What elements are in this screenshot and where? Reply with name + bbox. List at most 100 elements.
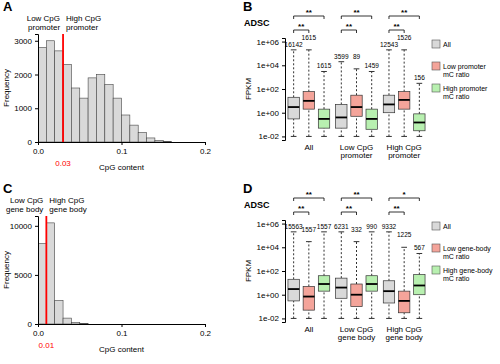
whisker-cap-high xyxy=(386,231,392,232)
box-body xyxy=(318,276,329,291)
whisker-cap-high xyxy=(369,231,375,232)
legend-label: All xyxy=(443,41,451,48)
y-axis-tick: 1e+02 xyxy=(257,267,285,276)
median xyxy=(383,290,394,292)
x-axis-tick-label: 0.1 xyxy=(116,329,128,338)
figure-svg: 0.00.10.20100020003000ACpG contentFreque… xyxy=(0,0,500,364)
whisker-high xyxy=(308,242,309,287)
median xyxy=(303,296,314,298)
box-body xyxy=(318,109,329,128)
whisker-high xyxy=(388,232,389,281)
box xyxy=(398,50,409,137)
count-label: 990 xyxy=(366,223,377,230)
whisker-cap-high xyxy=(354,68,360,69)
whisker-high xyxy=(324,71,325,109)
x-axis-title: CpG content xyxy=(99,163,145,172)
y-axis-tick-mark xyxy=(282,113,285,114)
x-axis: AllLow CpGgene bodyHigh CpGgene body xyxy=(304,322,422,342)
box-body xyxy=(303,286,314,310)
whisker-low xyxy=(293,119,294,137)
bar xyxy=(80,98,88,142)
whisker-cap-high xyxy=(321,231,327,232)
whisker-high xyxy=(371,71,372,109)
y-axis: 0100020003000 xyxy=(14,35,38,148)
y-axis-tick-mark xyxy=(282,295,285,296)
whisker-low xyxy=(356,307,357,319)
y-axis-tick-mark xyxy=(282,65,285,66)
median xyxy=(366,283,377,285)
count-label: 1526 xyxy=(397,34,412,41)
x-axis-tick-label: 0.2 xyxy=(200,147,212,156)
whisker-cap-low xyxy=(369,136,375,137)
whisker-cap-low xyxy=(354,136,360,137)
x-axis-tick-label: 0.0 xyxy=(33,147,45,156)
threshold-line xyxy=(62,34,64,142)
x-axis-tick-label: 0.1 xyxy=(116,147,128,156)
median xyxy=(318,283,329,285)
y-axis-tick: 1e+06 xyxy=(257,38,285,47)
bar xyxy=(155,140,163,142)
median xyxy=(414,285,425,287)
box-labels: 1556362319332155733212251557990567 xyxy=(285,223,426,252)
x-axis-tick: 0.1 xyxy=(116,142,128,156)
significance-label: ** xyxy=(393,22,400,31)
panel-letter: C xyxy=(3,181,13,196)
count-label: 15563 xyxy=(285,223,303,230)
box-body xyxy=(288,97,299,119)
bar xyxy=(38,243,46,324)
x-axis-tick-label: High CpGpromoter xyxy=(387,143,422,161)
significance-label: ** xyxy=(353,190,360,199)
box-body xyxy=(303,92,314,110)
bar xyxy=(63,318,71,324)
whisker-cap-low xyxy=(291,318,297,319)
x-axis-tick-mark xyxy=(122,142,123,145)
box-body xyxy=(351,284,362,307)
significance-label: ** xyxy=(306,8,313,17)
panel-letter: A xyxy=(3,0,13,14)
y-axis-tick-mark xyxy=(35,41,38,42)
median xyxy=(351,294,362,296)
legend-swatch xyxy=(432,222,440,230)
y-axis-tick-label: 1e+02 xyxy=(257,267,280,276)
bar xyxy=(80,323,88,324)
x-axis-tick: Low CpGpromoter xyxy=(340,140,373,160)
y-axis-tick: 1e-02 xyxy=(259,132,285,141)
box xyxy=(414,83,425,136)
legend: AllLow promotermC ratioHigh promotermC r… xyxy=(432,40,488,100)
bar xyxy=(88,78,96,142)
bar xyxy=(147,138,155,142)
y-axis-tick-mark xyxy=(35,275,38,276)
annotation: Low CpGgene body xyxy=(6,196,43,214)
whisker-cap-low xyxy=(306,136,312,137)
whisker-high xyxy=(388,50,389,95)
y-axis-tick-label: 5000 xyxy=(14,271,32,280)
whisker-cap-low xyxy=(386,318,392,319)
whisker-low xyxy=(356,116,357,136)
box xyxy=(351,69,362,137)
box xyxy=(288,232,299,319)
median xyxy=(336,287,347,289)
bar xyxy=(38,48,46,143)
chart-title: ADSC xyxy=(244,200,270,210)
bar xyxy=(55,300,63,324)
box-body xyxy=(383,281,394,303)
whisker-cap-low xyxy=(291,136,297,137)
median xyxy=(351,106,362,108)
whisker-cap-high xyxy=(338,231,344,232)
whisker-low xyxy=(419,131,420,137)
count-label: 567 xyxy=(414,244,425,251)
whisker-cap-high xyxy=(386,49,392,50)
y-axis-tick-label: 1e+00 xyxy=(257,109,280,118)
whisker-low xyxy=(404,313,405,319)
whisker-cap-low xyxy=(354,318,360,319)
x-axis-title: CpG content xyxy=(99,345,145,354)
whisker-low xyxy=(371,129,372,136)
threshold-label: 0.03 xyxy=(55,159,71,168)
y-axis-tick-mark xyxy=(282,89,285,90)
box xyxy=(383,50,394,137)
bar xyxy=(113,98,121,142)
box xyxy=(318,71,329,136)
annotation: High CpGpromoter xyxy=(66,14,101,32)
count-label: 9332 xyxy=(382,223,397,230)
whisker-low xyxy=(388,303,389,318)
